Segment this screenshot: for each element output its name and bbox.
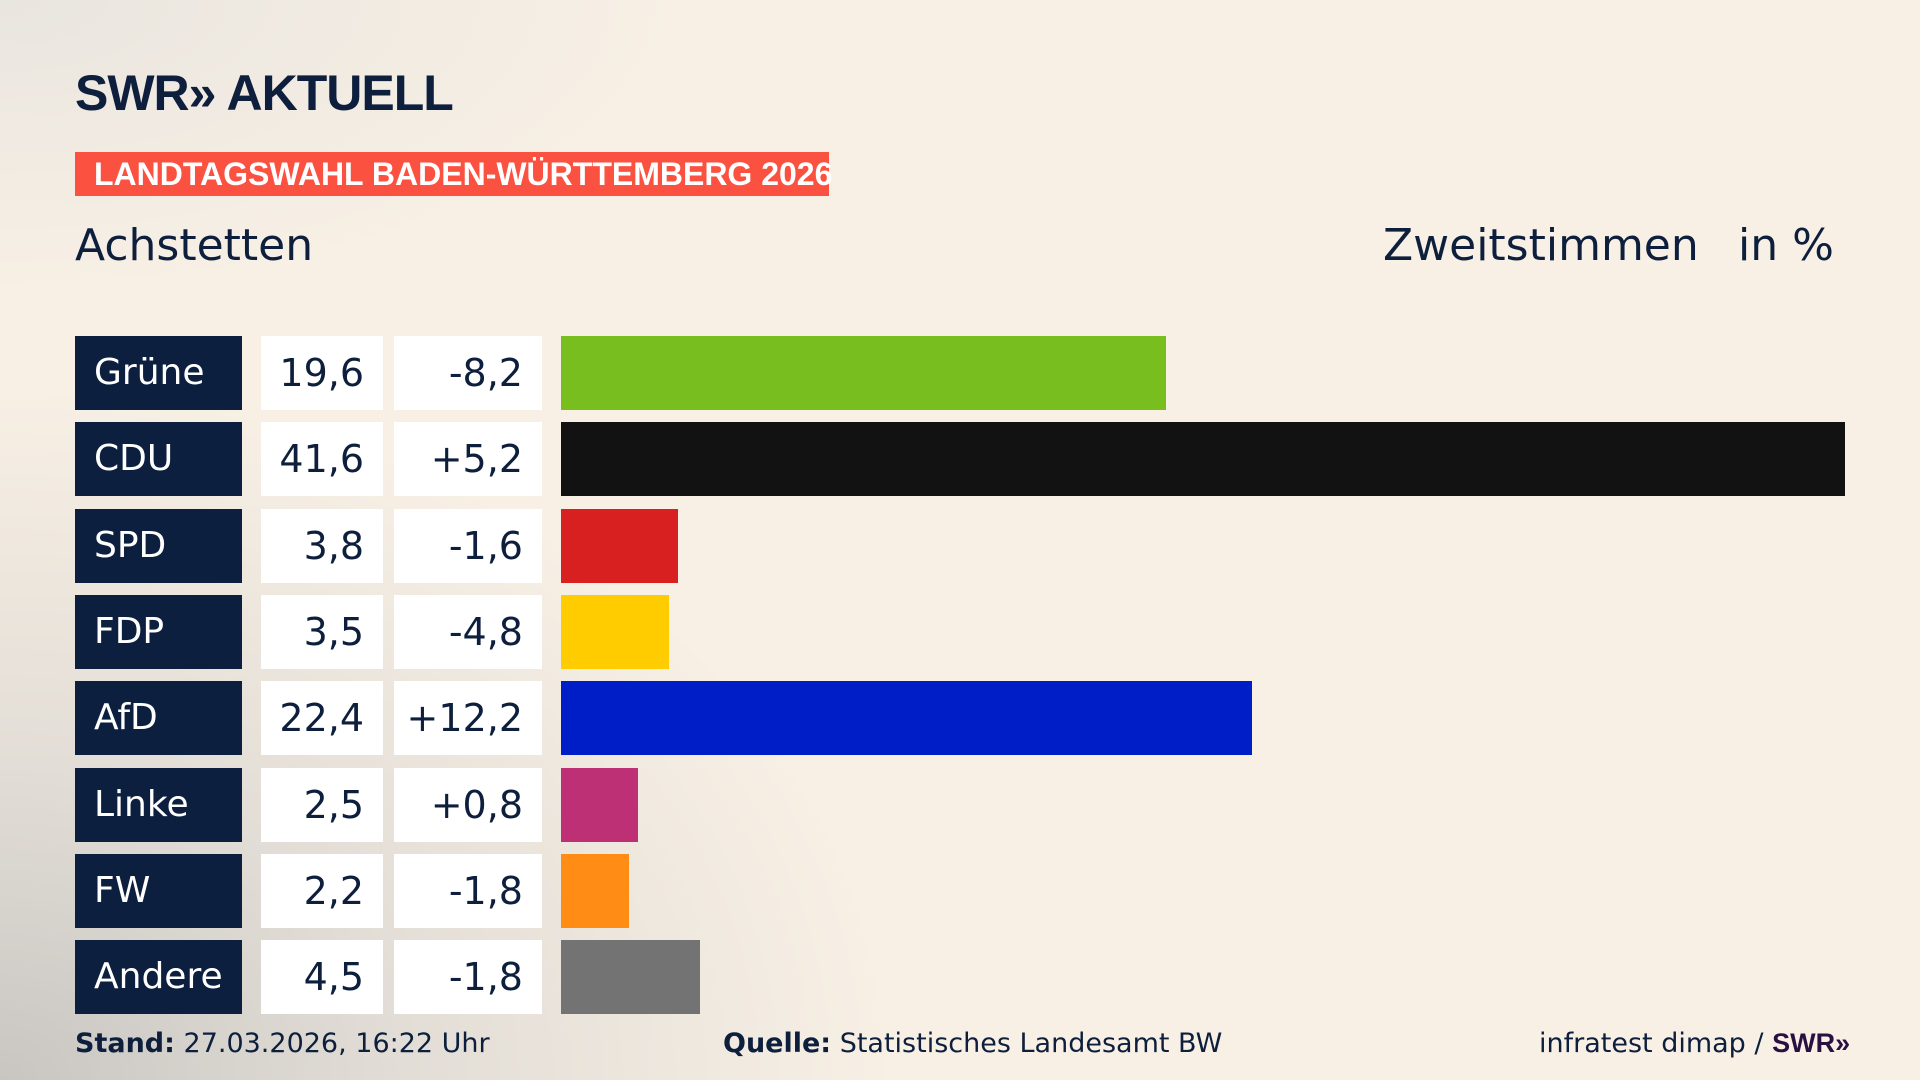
party-label: FW	[75, 853, 242, 928]
chart-row: FDP 3,5 -4,8	[0, 594, 1920, 669]
bar	[561, 940, 700, 1015]
party-label: Andere	[75, 940, 242, 1015]
chart-row: CDU 41,6 +5,2	[0, 422, 1920, 497]
stand-value: 27.03.2026, 16:22 Uhr	[183, 1028, 490, 1059]
chart-row: SPD 3,8 -1,6	[0, 508, 1920, 583]
metric-label: Zweitstimmen	[1383, 220, 1699, 271]
change-label: +12,2	[394, 681, 542, 756]
source-text: Quelle: Statistisches Landesamt BW	[723, 1028, 1222, 1059]
change-label: -1,6	[394, 508, 542, 583]
chart-row: Grüne 19,6 -8,2	[0, 336, 1920, 410]
value-label: 2,5	[261, 767, 383, 842]
value-label: 22,4	[261, 681, 383, 756]
change-label: -8,2	[394, 336, 542, 410]
change-label: +5,2	[394, 422, 542, 497]
chart-row: AfD 22,4 +12,2	[0, 681, 1920, 756]
swr-logo: SWR»	[1772, 1028, 1851, 1058]
value-label: 3,8	[261, 508, 383, 583]
bar	[561, 422, 1845, 497]
stand-text: Stand: 27.03.2026, 16:22 Uhr	[75, 1028, 490, 1059]
chart-row: Andere 4,5 -1,8	[0, 940, 1920, 1015]
place-name: Achstetten	[75, 220, 314, 271]
bar	[561, 681, 1253, 756]
bar	[561, 508, 679, 583]
party-label: Grüne	[75, 336, 242, 410]
party-label: FDP	[75, 594, 242, 669]
stand-label: Stand:	[75, 1028, 175, 1059]
party-label: CDU	[75, 422, 242, 497]
value-label: 2,2	[261, 853, 383, 928]
value-label: 3,5	[261, 594, 383, 669]
party-label: Linke	[75, 767, 242, 842]
party-label: AfD	[75, 681, 242, 756]
unit-label: in %	[1738, 220, 1834, 271]
election-title-band: LANDTAGSWAHL BADEN-WÜRTTEMBERG 2026	[75, 152, 832, 196]
bar	[561, 594, 670, 669]
chart-row: Linke 2,5 +0,8	[0, 767, 1920, 842]
change-label: -1,8	[394, 940, 542, 1015]
swr-aktuell-logo: SWR» AKTUELL	[75, 65, 454, 121]
chart-row: FW 2,2 -1,8	[0, 853, 1920, 928]
source-label: Quelle:	[723, 1028, 832, 1059]
party-label: SPD	[75, 508, 242, 583]
change-label: -4,8	[394, 594, 542, 669]
source-value: Statistisches Landesamt BW	[839, 1028, 1223, 1059]
change-label: -1,8	[394, 853, 542, 928]
value-label: 41,6	[261, 422, 383, 497]
value-label: 4,5	[261, 940, 383, 1015]
credit: infratest dimap /	[1539, 1028, 1764, 1059]
bar	[561, 853, 629, 928]
value-label: 19,6	[261, 336, 383, 410]
change-label: +0,8	[394, 767, 542, 842]
credit-text: infratest dimap / SWR»	[1539, 1028, 1850, 1059]
bar	[561, 767, 639, 842]
bar	[561, 336, 1166, 410]
